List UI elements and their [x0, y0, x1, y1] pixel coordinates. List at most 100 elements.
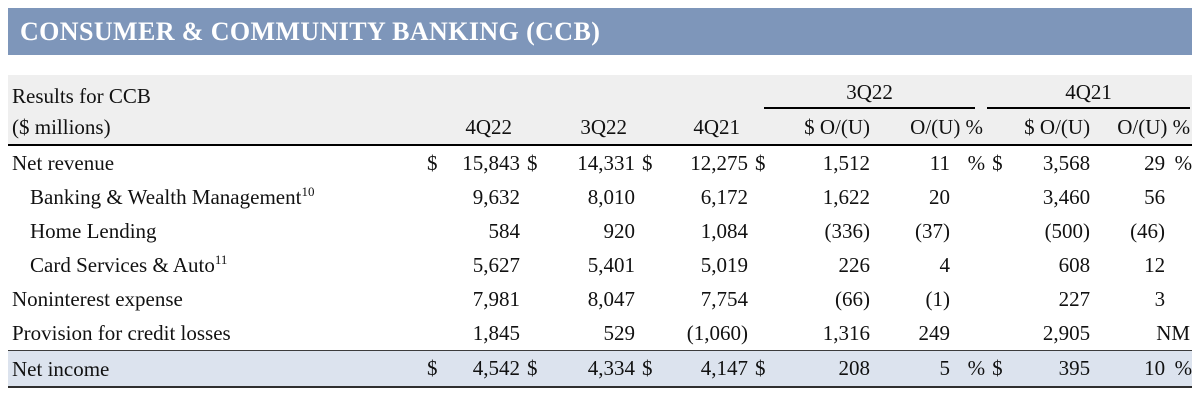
col-header-4q21: 4Q21 [635, 111, 749, 146]
value-ou-pct-4q21: NM [1156, 320, 1191, 345]
table-row-net-revenue: Net revenue $15,843 $14,331 $12,275 $1,5… [8, 145, 1192, 180]
dollar-sign-4q22 [420, 180, 444, 214]
dollar-sign-4q22: $ [420, 350, 444, 388]
value-4q21: 7,754 [700, 286, 749, 311]
dollar-sign-4q22 [420, 316, 444, 351]
value-4q21: 4,147 [659, 350, 749, 388]
col-header-dollar-ou-4q21: $ O/(U) [985, 111, 1091, 146]
pct-sign-4q21 [1165, 180, 1192, 214]
value-3q22: 8,010 [587, 184, 635, 209]
value-ou-4q21: 3,568 [1042, 150, 1091, 175]
dollar-sign-4q22 [420, 248, 444, 282]
pct-sign-3q22 [950, 282, 985, 316]
value-3q22: 5,401 [587, 252, 635, 277]
value-3q22: 8,047 [587, 286, 635, 311]
value-ou-3q22: (336) [824, 218, 871, 243]
pct-sign-4q21: % [1165, 350, 1193, 388]
dollar-sign-ou-3q22 [748, 248, 774, 282]
dollar-sign-ou-4q21 [985, 214, 1009, 248]
value-ou-4q21: 395 [1009, 350, 1091, 388]
value-ou-pct-4q21: 56 [1144, 184, 1166, 209]
value-4q22: 7,981 [472, 286, 520, 311]
table-caption-line2: ($ millions) [8, 111, 420, 146]
value-ou-pct-4q21: 10 [1090, 350, 1166, 388]
dollar-sign-3q22 [520, 214, 544, 248]
value-ou-4q21: 227 [1058, 286, 1091, 311]
value-ou-4q21: 608 [1058, 252, 1091, 277]
value-ou-pct-3q22: 249 [918, 320, 951, 345]
dollar-sign-4q21 [635, 214, 659, 248]
dollar-sign-4q21 [635, 316, 659, 351]
dollar-sign-3q22 [520, 248, 544, 282]
value-ou-4q21: 2,905 [1042, 320, 1091, 345]
value-4q21: 12,275 [690, 150, 749, 175]
dollar-sign-4q22: $ [427, 150, 438, 175]
table-row-card-services-auto: Card Services & Auto11 5,627 5,401 5,019… [8, 248, 1192, 282]
row-label: Home Lending [30, 219, 157, 243]
dollar-sign-3q22: $ [527, 150, 538, 175]
value-3q22: 14,331 [577, 150, 635, 175]
dollar-sign-ou-3q22 [748, 214, 774, 248]
value-4q22: 9,632 [472, 184, 520, 209]
value-ou-4q21: (500) [1044, 218, 1091, 243]
col-header-ou-pct-3q22: O/(U) % [870, 111, 986, 146]
row-label: Card Services & Auto11 [30, 252, 228, 277]
value-3q22: 4,334 [544, 350, 635, 388]
table-caption-line1: Results for CCB [8, 75, 749, 111]
dollar-sign-4q21 [635, 180, 659, 214]
group-header-4q21: 4Q21 [987, 77, 1191, 109]
row-label: Noninterest expense [12, 287, 183, 311]
group-header-3q22: 3Q22 [764, 77, 976, 109]
value-4q22: 1,845 [472, 320, 520, 345]
dollar-sign-ou-4q21 [985, 282, 1009, 316]
value-ou-pct-3q22: (37) [915, 218, 951, 243]
pct-sign-3q22 [950, 248, 985, 282]
col-header-3q22: 3Q22 [520, 111, 635, 146]
ccb-results-table: Results for CCB 3Q22 4Q21 ($ millions) 4… [8, 75, 1193, 388]
value-4q22: 5,627 [472, 252, 520, 277]
dollar-sign-4q22 [420, 282, 444, 316]
footnote-ref: 10 [301, 184, 315, 199]
dollar-sign-ou-4q21: $ [992, 150, 1003, 175]
value-ou-pct-4q21: 29 [1144, 150, 1166, 175]
pct-sign-3q22 [950, 214, 985, 248]
col-header-4q22: 4Q22 [420, 111, 520, 146]
pct-sign-3q22: % [950, 350, 986, 388]
dollar-sign-4q21 [635, 248, 659, 282]
value-ou-3q22: 226 [838, 252, 871, 277]
dollar-sign-3q22 [520, 282, 544, 316]
value-3q22: 529 [603, 320, 636, 345]
value-ou-pct-4q21: 12 [1144, 252, 1166, 277]
value-ou-pct-3q22: 11 [929, 150, 951, 175]
column-header-row: ($ millions) 4Q22 3Q22 4Q21 $ O/(U) O/(U… [8, 111, 1193, 146]
col-header-ou-pct-4q21: O/(U) % [1090, 111, 1193, 146]
value-ou-3q22: (66) [835, 286, 871, 311]
group-header-cell-4q21: 4Q21 [985, 75, 1193, 111]
value-ou-pct-4q21: (46) [1130, 218, 1166, 243]
table-row-home-lending: Home Lending 584 920 1,084 (336) (37) (5… [8, 214, 1192, 248]
row-label: Banking & Wealth Management10 [30, 184, 315, 209]
value-ou-3q22: 1,622 [822, 184, 871, 209]
dollar-sign-3q22 [520, 316, 544, 351]
value-4q21: 6,172 [700, 184, 749, 209]
value-ou-pct-3q22: 5 [870, 350, 951, 388]
pct-sign-4q21 [1165, 282, 1192, 316]
value-4q21: (1,060) [686, 320, 749, 345]
row-label: Provision for credit losses [12, 321, 231, 345]
pct-sign-4q21 [1165, 248, 1192, 282]
table-row-noninterest-expense: Noninterest expense 7,981 8,047 7,754 (6… [8, 282, 1192, 316]
table-row-provision-credit-losses: Provision for credit losses 1,845 529 (1… [8, 316, 1192, 351]
dollar-sign-ou-3q22: $ [748, 350, 775, 388]
value-ou-pct-3q22: (1) [925, 286, 951, 311]
dollar-sign-ou-3q22: $ [755, 150, 766, 175]
pct-sign-3q22 [950, 316, 985, 351]
dollar-sign-3q22: $ [520, 350, 544, 388]
group-header-row: Results for CCB 3Q22 4Q21 [8, 75, 1193, 111]
value-ou-4q21: 3,460 [1042, 184, 1091, 209]
dollar-sign-4q21: $ [635, 350, 659, 388]
row-label: Net income [8, 350, 420, 388]
table-row-net-income: Net income $4,542 $4,334 $4,147 $208 5% … [8, 350, 1193, 388]
value-4q21: 1,084 [700, 218, 749, 243]
pct-sign-3q22: % [967, 150, 986, 175]
dollar-sign-ou-4q21 [985, 180, 1009, 214]
